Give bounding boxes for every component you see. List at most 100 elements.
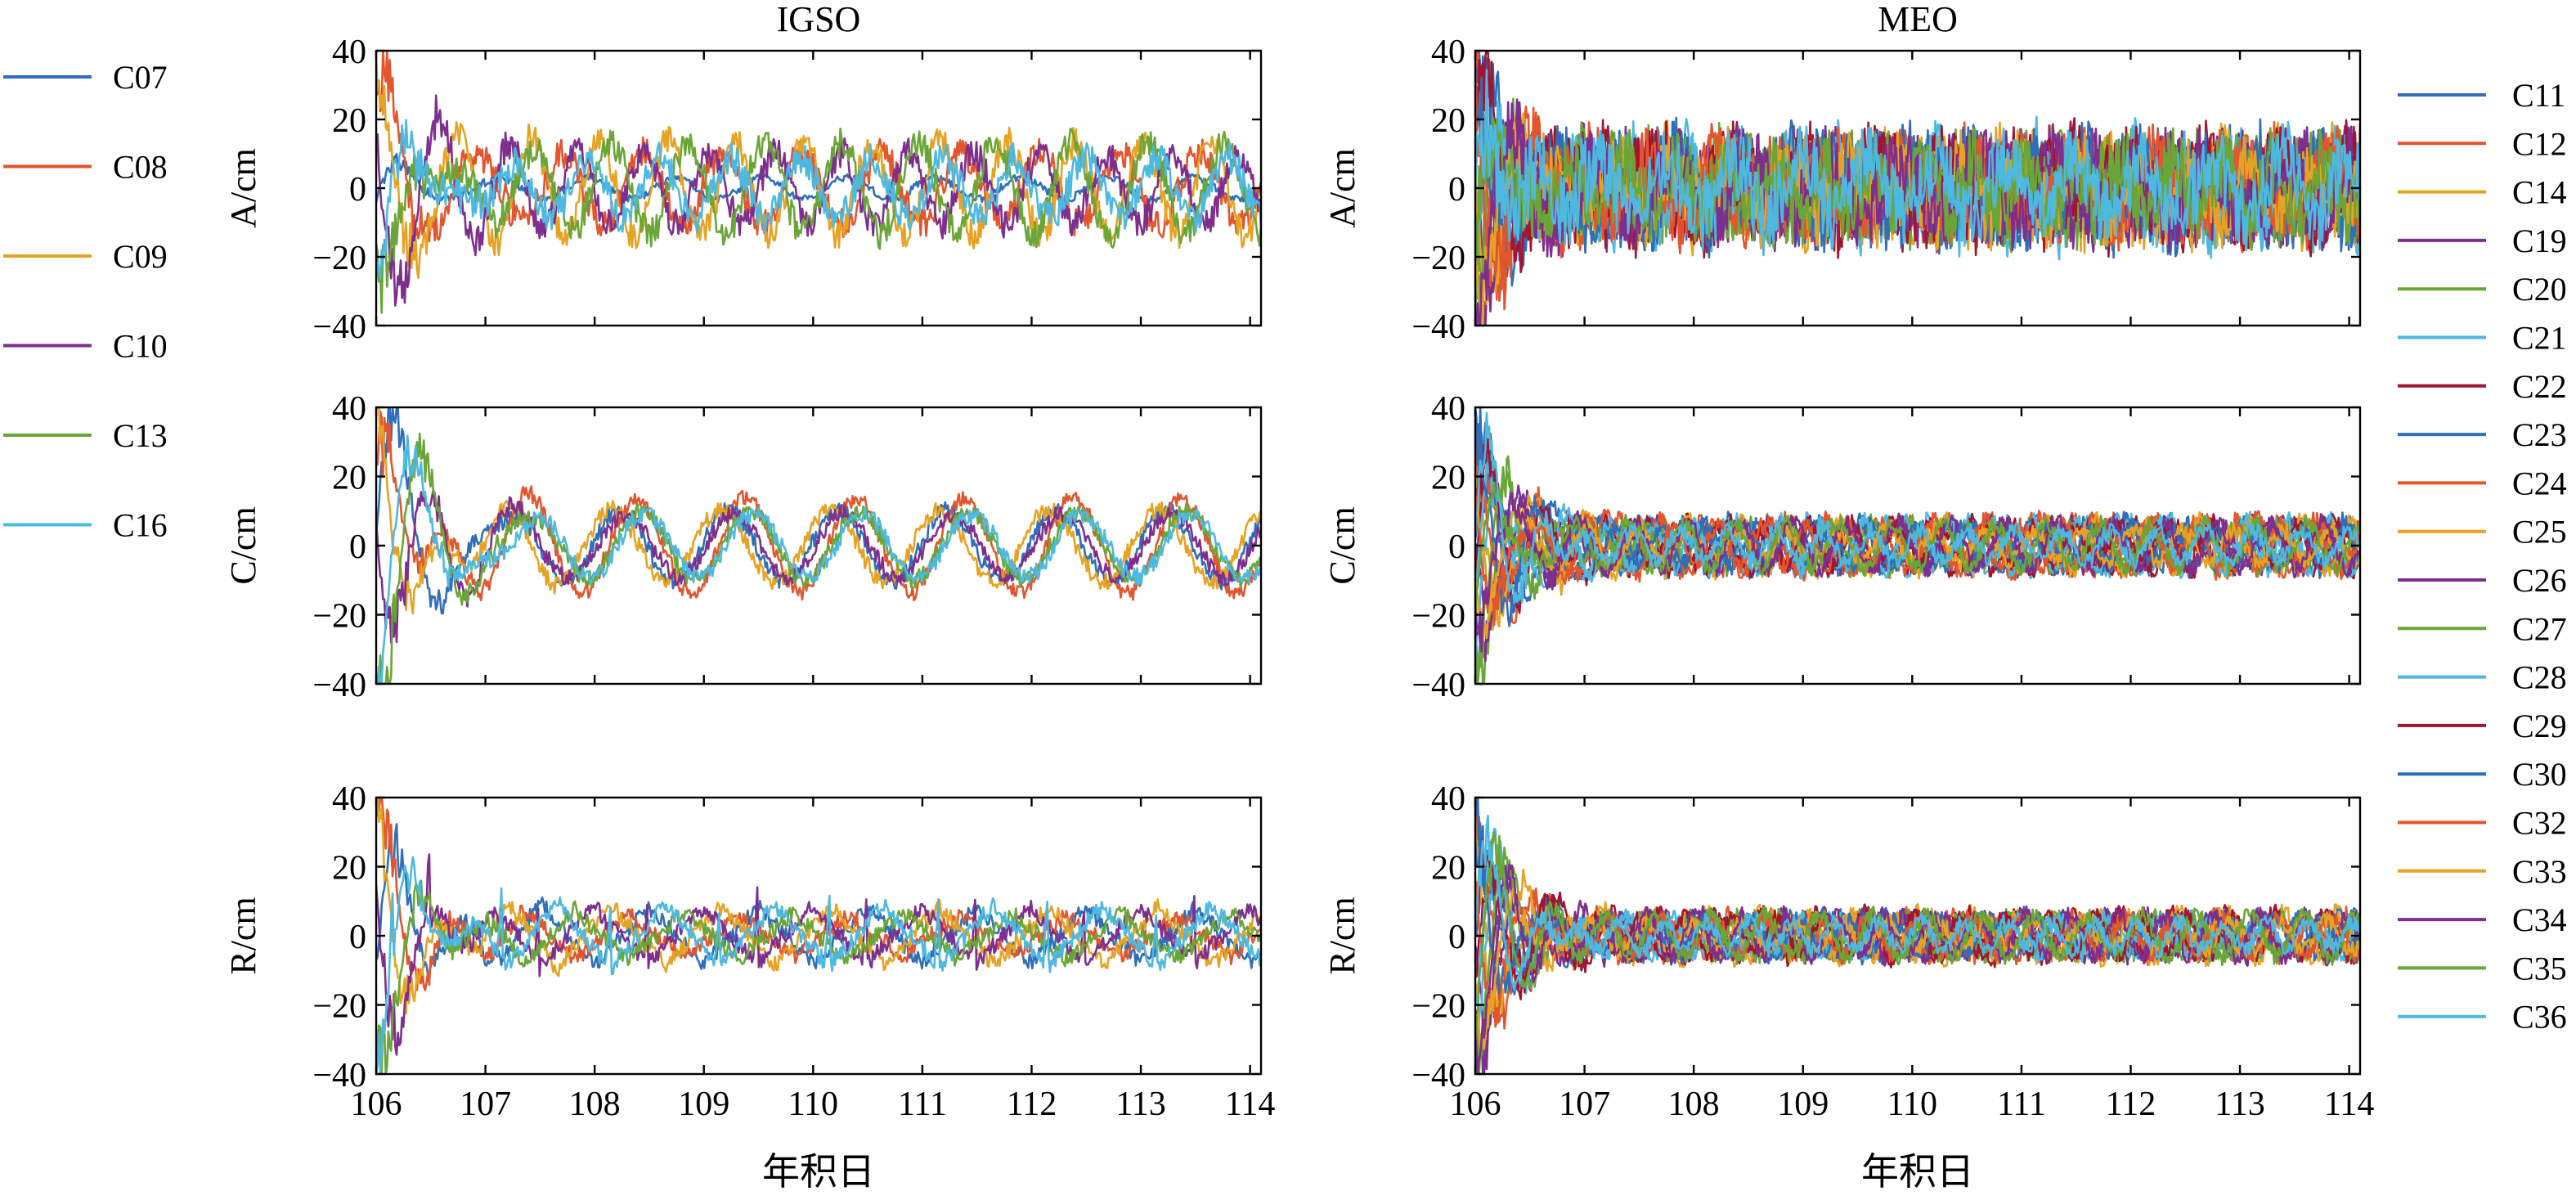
series-line-c09 (376, 798, 1261, 1015)
x-tick-label: 111 (1997, 1085, 2046, 1123)
legend-item-c33: C33 (2398, 853, 2567, 890)
legend-label: C36 (2512, 999, 2567, 1036)
y-tick-label: −20 (312, 598, 366, 636)
legend-label: C11 (2512, 77, 2565, 114)
y-tick-label: −40 (312, 667, 366, 704)
y-axis-label: R/cm (1322, 897, 1362, 974)
x-tick-label: 106 (1450, 1085, 1501, 1123)
panel-meo-c: −40 −20 0 20 40 C/cm (1322, 390, 2362, 704)
series-line-c16 (376, 856, 1261, 1074)
titles: IGSO 年积日 MEO 年积日 (762, 0, 1974, 1193)
legend-label: C16 (113, 507, 168, 544)
x-tick-label: 114 (2324, 1085, 2374, 1123)
legend-label: C28 (2512, 659, 2567, 696)
legend-item-c11: C11 (2398, 77, 2565, 114)
y-tick-label: −20 (1411, 240, 1465, 277)
x-tick-label: 111 (898, 1085, 947, 1123)
y-axis-label: C/cm (1322, 506, 1362, 584)
legend-label: C29 (2512, 708, 2567, 744)
y-tick-label: −40 (312, 1057, 366, 1094)
series-line-c27 (1475, 846, 2360, 1074)
y-tick-label: −40 (1411, 308, 1465, 346)
legend-item-c35: C35 (2398, 950, 2567, 987)
series-lines (376, 51, 1261, 314)
y-tick-label: 0 (1448, 919, 1465, 956)
y-axis-label: R/cm (223, 897, 263, 974)
legend-item-c07: C07 (3, 59, 168, 96)
legend-item-c19: C19 (2398, 222, 2567, 259)
y-tick-label: 20 (332, 460, 366, 497)
legend-label: C33 (2512, 853, 2567, 890)
legend-item-c14: C14 (2398, 174, 2567, 211)
series-line-c21 (1475, 846, 2360, 1074)
y-tick-label: 20 (1431, 102, 1465, 140)
y-tick-label: 40 (1431, 34, 1465, 71)
y-tick-label: 0 (349, 919, 366, 956)
series-lines (1475, 407, 2360, 684)
legend-label: C32 (2512, 805, 2567, 842)
legend-label: C23 (2512, 416, 2567, 453)
series-line-c36 (1475, 814, 2360, 991)
x-tick-label: 112 (2106, 1085, 2156, 1123)
legend-label: C30 (2512, 756, 2567, 793)
series-lines (376, 407, 1261, 684)
series-line-c35 (1475, 831, 2360, 1027)
y-tick-label: 40 (332, 34, 366, 71)
series-line-c26 (1475, 98, 2360, 326)
legend-label: C19 (2512, 222, 2567, 259)
legend-label: C21 (2512, 320, 2567, 357)
series-line-c13 (376, 432, 1261, 684)
legend-label: C07 (113, 59, 168, 96)
legend-item-c36: C36 (2398, 999, 2567, 1036)
y-axis-label: A/cm (1322, 148, 1362, 228)
legend-item-c23: C23 (2398, 416, 2567, 453)
legend-item-c25: C25 (2398, 514, 2567, 551)
legend-item-c29: C29 (2398, 708, 2567, 744)
legend-label: C12 (2512, 125, 2567, 162)
series-line-c35 (1475, 482, 2360, 617)
x-axis-label: 年积日 (762, 1151, 875, 1193)
x-tick-label: 110 (1887, 1085, 1937, 1123)
legend-item-c21: C21 (2398, 320, 2567, 357)
legend-label: C13 (113, 417, 168, 454)
group-title: IGSO (777, 0, 861, 39)
y-tick-label: 40 (332, 780, 366, 818)
panel-meo-r: −40 −20 0 20 40 106 107 108 109 110 111 112 113 114 R/… (1322, 780, 2374, 1123)
x-axis-label: 年积日 (1861, 1151, 1974, 1193)
legend-label: C25 (2512, 514, 2567, 551)
legend-item-c32: C32 (2398, 805, 2567, 842)
legend-label: C09 (113, 238, 168, 275)
x-tick-label: 108 (569, 1085, 621, 1123)
series-line-c30 (1475, 407, 2360, 627)
panels: −40 −20 0 20 40 A/cm −40 −20 0 20 40 C/cm −40 −20 0 20 4… (223, 34, 2374, 1123)
series-lines (1475, 51, 2360, 326)
legend-item-c20: C20 (2398, 271, 2567, 308)
x-tick-label: 114 (1225, 1085, 1275, 1123)
x-tick-label: 112 (1007, 1085, 1057, 1123)
y-tick-label: −40 (312, 308, 366, 346)
y-tick-label: −20 (312, 240, 366, 277)
y-tick-label: −20 (1411, 598, 1465, 636)
series-lines (1475, 798, 2360, 1074)
series-lines (376, 798, 1261, 1074)
series-line-c28 (1475, 827, 2360, 1006)
y-tick-label: 20 (1431, 460, 1465, 497)
y-tick-label: 20 (1431, 850, 1465, 888)
x-tick-label: 106 (351, 1085, 402, 1123)
y-tick-label: 40 (1431, 780, 1465, 818)
legend-item-c22: C22 (2398, 368, 2567, 405)
y-tick-label: 20 (332, 850, 366, 888)
series-line-c26 (1475, 871, 2360, 1074)
legend-label: C22 (2512, 368, 2567, 405)
series-line-c13 (376, 879, 1261, 1074)
y-tick-label: −20 (1411, 988, 1465, 1026)
legend-item-c16: C16 (3, 507, 168, 544)
series-line-c20 (1475, 859, 2360, 1074)
legend-item-c13: C13 (3, 417, 168, 454)
x-tick-label: 113 (2215, 1085, 2264, 1123)
legend-item-c10: C10 (3, 328, 168, 365)
legend-igso: C07 C08 C09 C10 C13 C16 (3, 59, 168, 544)
y-tick-label: 0 (349, 171, 366, 209)
y-tick-label: 0 (349, 528, 366, 566)
